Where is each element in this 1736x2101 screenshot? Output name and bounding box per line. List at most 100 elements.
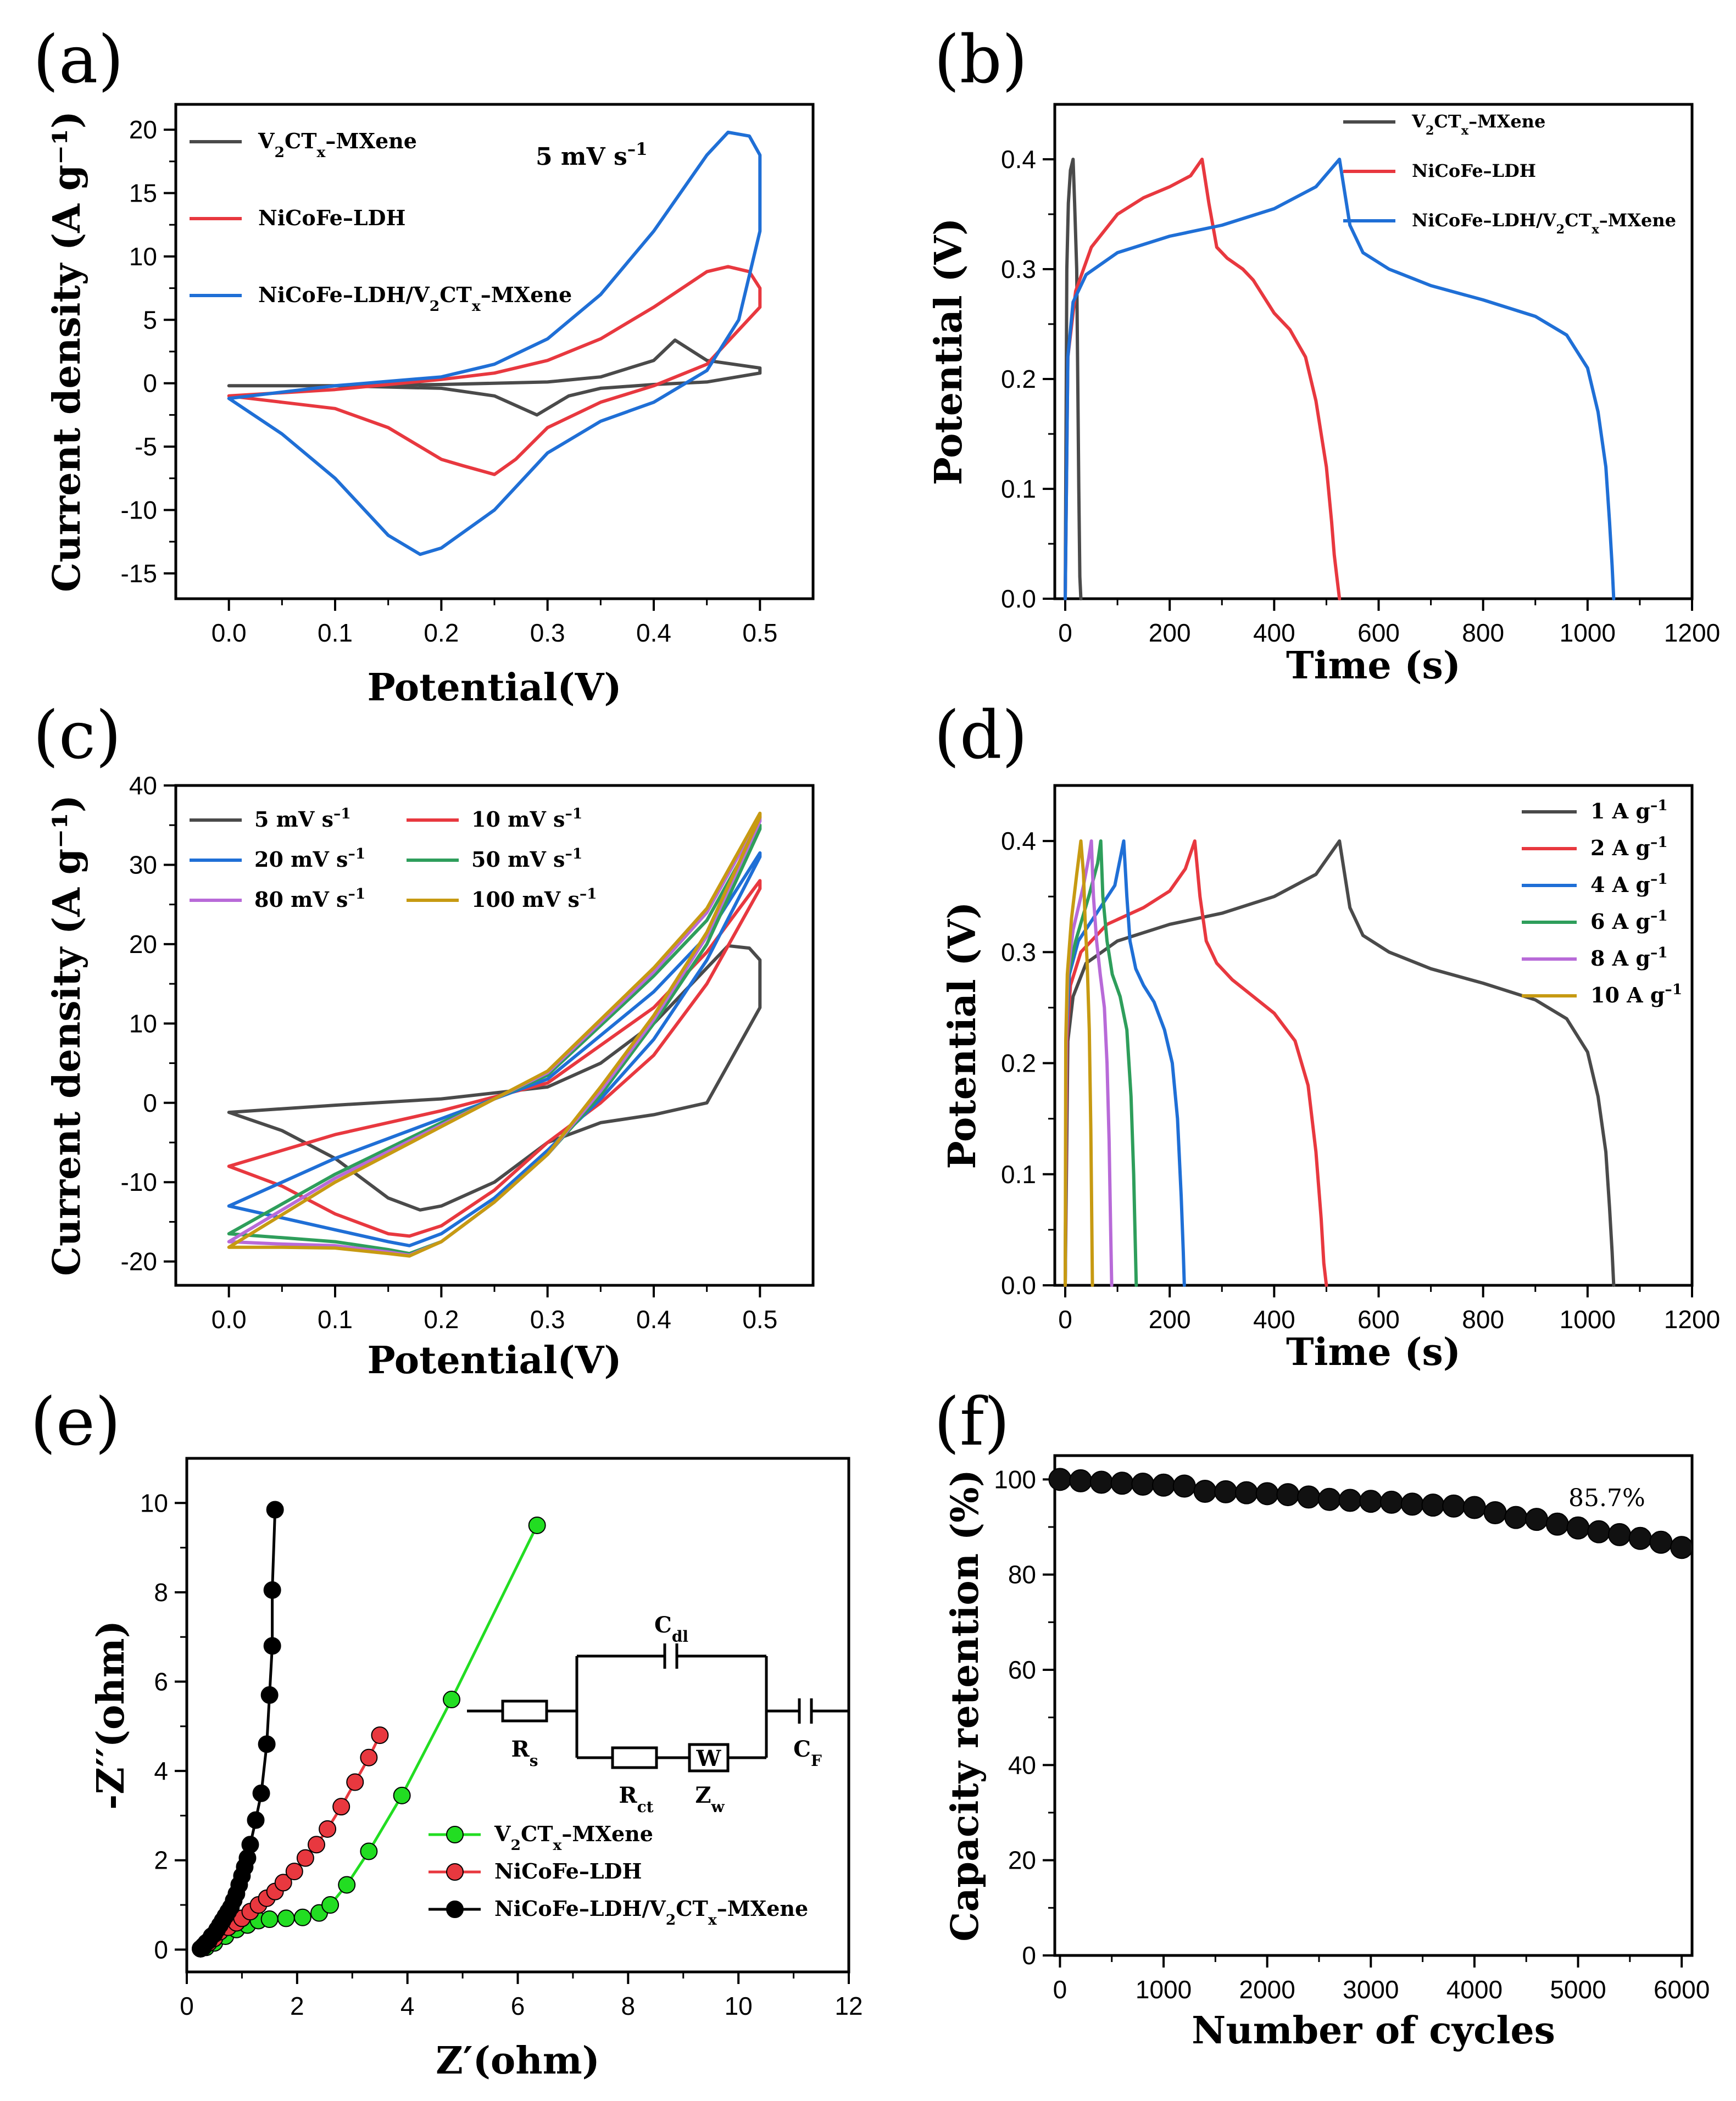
legend-label: NiCoFe–LDH/V2CTx–MXene	[1412, 210, 1676, 237]
data-point	[1276, 1483, 1300, 1507]
legend-text-run: 2	[1426, 124, 1434, 138]
legend-label: 4 A g–1	[1590, 871, 1668, 898]
legend-marker	[446, 1826, 464, 1843]
series-line-1	[200, 1524, 538, 1950]
series-line-4	[1064, 839, 1138, 1287]
panel-label: (a)	[33, 22, 124, 98]
x-tick-label: 0.0	[212, 1305, 247, 1334]
legend-text-run: –1	[348, 845, 365, 862]
y-tick-label: 4	[154, 1757, 168, 1785]
y-tick-label: 10	[129, 1009, 157, 1038]
legend-text-run: 8 A g	[1590, 946, 1650, 971]
legend-label: 8 A g–1	[1590, 944, 1668, 971]
data-point	[1317, 1487, 1341, 1511]
data-point	[1649, 1530, 1673, 1554]
x-tick-label: 4000	[1446, 1975, 1503, 2004]
panel-label: (d)	[934, 698, 1027, 774]
y-tick-label: -5	[135, 432, 157, 461]
plot-frame	[185, 1457, 850, 1974]
legend-label: 10 A g–1	[1590, 981, 1682, 1008]
panel-e: 0 2 4 6 8 10 120246810Z′(ohm)-Z′′(ohm)(e)V2CTx…	[30, 1384, 863, 2083]
data-point	[1172, 1474, 1196, 1498]
legend-text-run: 80 mV s	[254, 887, 348, 912]
x-tick-label: 1000	[1560, 618, 1616, 647]
series-line-3	[227, 130, 762, 556]
circuit-label-main: C	[654, 1612, 672, 1638]
legend-text-run: NiCoFe–LDH/V	[494, 1896, 666, 1921]
x-tick-label: 0	[1058, 618, 1072, 647]
data-point	[319, 1820, 337, 1838]
data-point	[332, 1798, 350, 1816]
legend-text-run: CT	[1434, 111, 1461, 132]
y-tick-label: 40	[1008, 1751, 1036, 1779]
legend-text-run: NiCoFe–LDH	[1412, 160, 1536, 181]
x-tick-label: 2	[290, 1992, 304, 2020]
y-tick-label: 40	[129, 771, 157, 800]
data-point	[1400, 1492, 1424, 1516]
legend-label: 2 A g–1	[1590, 834, 1668, 861]
legend-marker	[446, 1901, 464, 1918]
circuit-label-main: R	[511, 1736, 530, 1762]
panel-d: 0 200 400 600 800 1000 1200 0.0 0.1 0.2 0.3 0.4 Time…	[934, 698, 1720, 1374]
data-point	[1214, 1480, 1238, 1503]
x-tick-label: 1200	[1664, 1305, 1720, 1334]
legend-text-run: 5 mV s	[536, 143, 627, 171]
x-tick-label: 0.3	[530, 618, 565, 647]
x-tick-label: 0.1	[318, 1305, 353, 1334]
legend-text-run: CT	[521, 1821, 553, 1846]
resistor-rs	[501, 1699, 548, 1723]
legend-text-run: x	[708, 1911, 717, 1929]
y-axis-label: Capacity retention (%)	[943, 1469, 987, 1942]
x-tick-label: 400	[1253, 1305, 1295, 1334]
y-axis-label: Potential (V)	[927, 218, 971, 486]
data-point	[1234, 1481, 1258, 1504]
data-point	[274, 1874, 292, 1892]
circuit-label-sub: ct	[637, 1798, 654, 1816]
legend-text-run: 2	[1556, 222, 1565, 237]
data-point	[360, 1748, 378, 1766]
y-tick-label: 0.4	[1001, 145, 1036, 174]
panel-a: 0.0 0.1 0.2 0.3 0.4 0.5 -15 -10 -5 0 5 10 15 20 Potent…	[33, 22, 815, 710]
series-line-2	[227, 265, 762, 476]
panel-label: (b)	[934, 22, 1027, 98]
legend-label: NiCoFe–LDH/V2CTx–MXene	[258, 282, 572, 315]
legend-text-run: x	[317, 144, 326, 161]
x-tick-label: 6000	[1654, 1975, 1710, 2004]
x-tick-label: 10	[725, 1992, 753, 2020]
y-tick-label: 2	[154, 1846, 168, 1875]
legend-label: V2CTx–MXene	[494, 1821, 653, 1854]
legend-text-run: 2	[430, 298, 440, 315]
legend-text-run: V	[494, 1821, 511, 1846]
label-zw: Zw	[695, 1782, 725, 1816]
y-axis-label: Current density (A g⁻¹)	[45, 111, 89, 592]
data-point	[443, 1691, 460, 1709]
x-tick-label: 0.5	[742, 1305, 777, 1334]
legend-text-run: –1	[348, 885, 365, 902]
legend-text-run: NiCoFe–LDH	[258, 205, 405, 230]
legend-label: 100 mV s–1	[471, 885, 597, 912]
legend-label: NiCoFe–LDH	[494, 1859, 642, 1883]
data-point	[1670, 1536, 1694, 1559]
y-tick-label: 0.4	[1001, 827, 1036, 855]
legend-text-run: –1	[1665, 981, 1682, 998]
legend-text-run: –1	[565, 805, 582, 822]
legend-text-run: V	[258, 129, 275, 153]
y-tick-label: 5	[143, 305, 157, 334]
x-tick-label: 2000	[1239, 1975, 1295, 2004]
legend-label: 20 mV s–1	[254, 845, 365, 872]
data-point	[1380, 1490, 1404, 1514]
x-tick-label: 1000	[1560, 1305, 1616, 1334]
x-tick-label: 0.3	[530, 1305, 565, 1334]
data-point	[263, 1581, 281, 1599]
legend-label: 6 A g–1	[1590, 907, 1668, 934]
data-point	[1152, 1473, 1176, 1497]
y-tick-label: 0.0	[1001, 584, 1036, 613]
data-point	[1442, 1494, 1466, 1518]
x-axis-label: Time (s)	[1286, 644, 1461, 688]
y-tick-label: 60	[1008, 1656, 1036, 1684]
retention-annotation: 85.7%	[1568, 1484, 1645, 1512]
x-tick-label: 4	[400, 1992, 415, 2020]
data-point	[1297, 1485, 1321, 1509]
